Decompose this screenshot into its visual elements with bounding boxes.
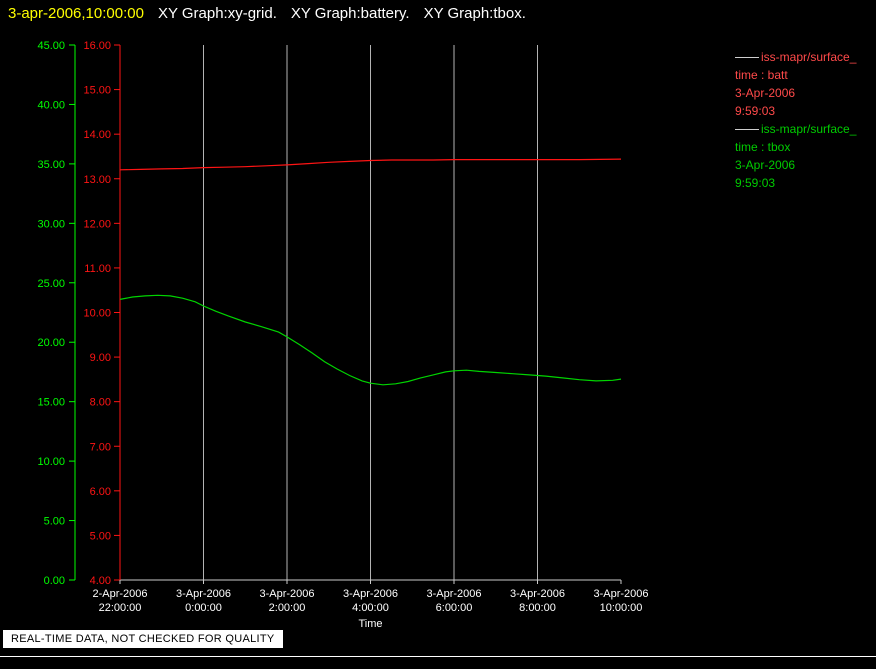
legend-series-row: iss-mapr/surface_ xyxy=(735,48,876,66)
header-title-xy-grid: XY Graph:xy-grid. xyxy=(157,5,277,22)
legend-series-row: iss-mapr/surface_ xyxy=(735,120,876,138)
batt-line-swatch xyxy=(735,57,759,59)
legend-series-name: iss-mapr/surface_ xyxy=(761,122,857,136)
green-axis-label: 0.00 xyxy=(44,575,65,587)
x-tick-time: 22:00:00 xyxy=(99,602,142,614)
tbox-curve xyxy=(119,294,622,386)
header-bar: 3-apr-2006,10:00:00 XY Graph:xy-grid. XY… xyxy=(8,5,526,22)
legend-time: 9:59:03 xyxy=(735,176,776,190)
green-axis-label: 5.00 xyxy=(44,516,65,528)
legend: iss-mapr/surface_ time : batt 3-Apr-2006… xyxy=(735,48,876,192)
red-axis-label: 15.00 xyxy=(83,85,111,97)
red-axis-label: 8.00 xyxy=(90,397,111,409)
red-axis-label: 14.00 xyxy=(83,129,111,141)
x-tick-date: 3-Apr-2006 xyxy=(510,588,565,600)
x-tick-date: 3-Apr-2006 xyxy=(343,588,398,600)
red-axis-label: 16.00 xyxy=(83,40,111,52)
green-axis-label: 10.00 xyxy=(37,456,65,468)
green-axis-label: 45.00 xyxy=(37,40,65,52)
header-title-battery: XY Graph:battery. xyxy=(290,5,410,22)
legend-time: 9:59:03 xyxy=(735,104,776,118)
red-axis-label: 4.00 xyxy=(90,575,111,587)
x-tick-time: 8:00:00 xyxy=(519,602,556,614)
x-tick-time: 10:00:00 xyxy=(600,602,643,614)
legend-param: time : tbox xyxy=(735,140,791,154)
red-axis-label: 9.00 xyxy=(90,352,111,364)
header-timestamp: 3-apr-2006,10:00:00 xyxy=(8,5,144,22)
legend-series-name: iss-mapr/surface_ xyxy=(761,50,857,64)
x-tick-date: 3-Apr-2006 xyxy=(259,588,314,600)
green-axis-label: 15.00 xyxy=(37,397,65,409)
green-axis-label: 20.00 xyxy=(37,337,65,349)
quality-status-banner: REAL-TIME DATA, NOT CHECKED FOR QUALITY xyxy=(3,630,283,648)
red-axis-label: 11.00 xyxy=(84,263,111,275)
x-axis-title: Time xyxy=(358,618,382,630)
x-tick-time: 6:00:00 xyxy=(436,602,473,614)
red-axis-label: 5.00 xyxy=(90,530,111,542)
x-tick-time: 0:00:00 xyxy=(185,602,222,614)
legend-entry-tbox: iss-mapr/surface_ time : tbox 3-Apr-2006… xyxy=(735,120,876,192)
green-axis-label: 40.00 xyxy=(37,99,65,111)
red-axis-label: 13.00 xyxy=(83,174,111,186)
legend-param: time : batt xyxy=(735,68,788,82)
legend-date: 3-Apr-2006 xyxy=(735,86,796,100)
legend-entry-batt: iss-mapr/surface_ time : batt 3-Apr-2006… xyxy=(735,48,876,120)
red-axis-label: 10.00 xyxy=(83,308,111,320)
green-axis-label: 25.00 xyxy=(37,278,65,290)
green-axis-label: 35.00 xyxy=(37,159,65,171)
batt-curve xyxy=(119,158,622,171)
header-title-tbox: XY Graph:tbox. xyxy=(423,5,526,22)
x-tick-date: 3-Apr-2006 xyxy=(593,588,648,600)
red-axis-label: 7.00 xyxy=(90,441,111,453)
bottom-separator-line xyxy=(0,656,876,657)
green-axis-label: 30.00 xyxy=(37,218,65,230)
x-tick-date: 3-Apr-2006 xyxy=(426,588,481,600)
x-tick-time: 2:00:00 xyxy=(269,602,306,614)
red-axis-label: 6.00 xyxy=(90,486,111,498)
red-axis-label: 12.00 xyxy=(83,218,111,230)
legend-date: 3-Apr-2006 xyxy=(735,158,796,172)
x-tick-date: 3-Apr-2006 xyxy=(176,588,231,600)
tbox-line-swatch xyxy=(735,129,759,131)
x-tick-date: 2-Apr-2006 xyxy=(92,588,147,600)
x-tick-time: 4:00:00 xyxy=(352,602,389,614)
